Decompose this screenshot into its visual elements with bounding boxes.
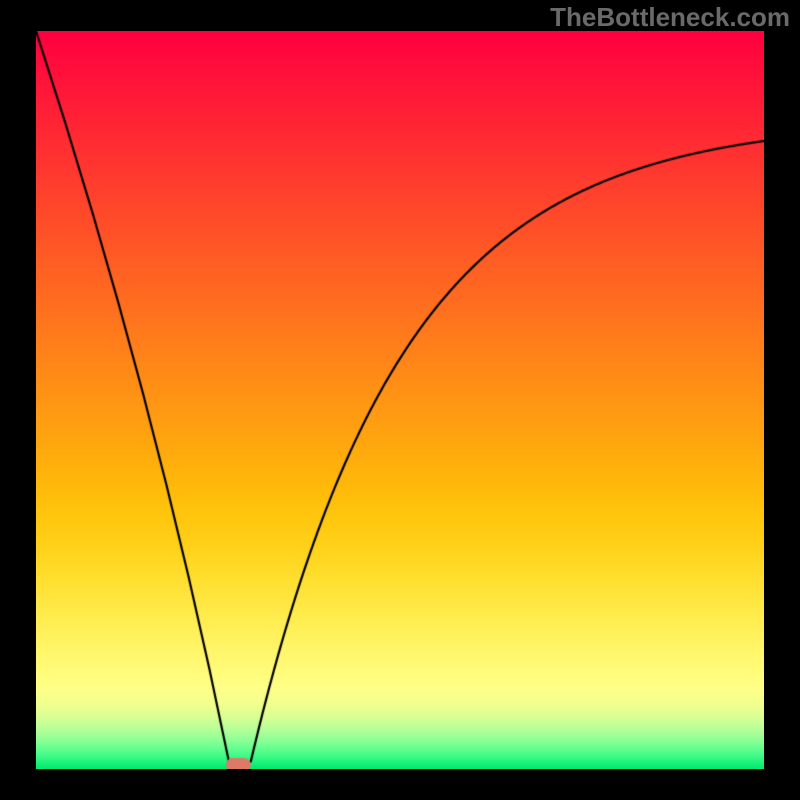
watermark-text: TheBottleneck.com (550, 2, 790, 33)
chart-area (36, 31, 764, 769)
frame-bottom (0, 769, 800, 800)
frame-right (764, 0, 800, 800)
chart-canvas (36, 31, 764, 769)
frame-left (0, 0, 36, 800)
